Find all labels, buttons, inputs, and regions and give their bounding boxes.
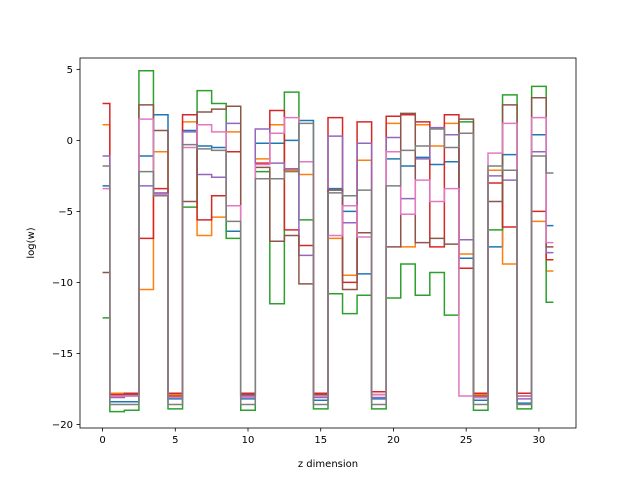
x-tick-label: 25: [460, 435, 473, 446]
y-tick-label: −20: [52, 420, 73, 431]
y-tick-label: −15: [52, 349, 73, 360]
x-tick-label: 0: [99, 435, 105, 446]
x-ticks: 0 5 10 15 20 25 30: [99, 428, 545, 446]
x-tick-label: 10: [242, 435, 255, 446]
y-axis-label: log(w): [26, 227, 37, 258]
y-ticks: −20 −15 −10 −5 0 5: [52, 65, 80, 431]
x-axis-label: z dimension: [298, 459, 358, 470]
y-tick-label: −5: [58, 207, 73, 218]
y-tick-label: 0: [67, 136, 73, 147]
x-tick-label: 20: [387, 435, 400, 446]
x-tick-label: 30: [533, 435, 546, 446]
series-line-8: [102, 122, 554, 406]
x-tick-label: 15: [314, 435, 327, 446]
y-tick-label: 5: [67, 65, 73, 76]
y-tick-label: −10: [52, 278, 73, 289]
plot-frame: [79, 57, 577, 429]
x-tick-label: 5: [172, 435, 178, 446]
series-layer: [102, 70, 554, 413]
